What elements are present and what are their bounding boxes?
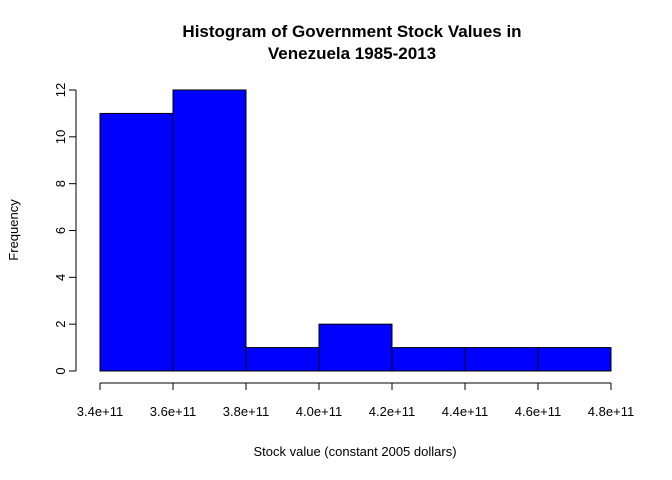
y-tick-label-2: 2 [53,321,68,328]
histogram-bar-6 [464,347,539,372]
y-tick-label-5: 8 [53,180,68,187]
x-tick-label-7: 4.6e+11 [515,404,561,419]
x-tick-label-2: 3.6e+11 [150,404,196,419]
y-axis: 0 2 4 6 8 10 12 [53,83,77,375]
chart-title-line-2: Venezuela 1985-2013 [268,44,436,63]
histogram-bar-7 [537,347,612,372]
x-tick-label-8: 4.8e+11 [588,404,634,419]
x-axis-label: Stock value (constant 2005 dollars) [253,444,456,459]
y-tick-label-1: 0 [53,367,68,374]
x-tick-label-3: 3.8e+11 [223,404,269,419]
histogram-bar-4 [318,323,393,372]
y-tick-label-6: 10 [53,130,68,144]
x-tick-label-5: 4.2e+11 [369,404,415,419]
x-tick-label-6: 4.4e+11 [442,404,488,419]
x-tick-label-1: 3.4e+11 [77,404,123,419]
histogram-bar-3 [245,347,320,372]
chart-title-line-1: Histogram of Government Stock Values in [182,22,521,41]
y-axis-label: Frequency [6,199,21,261]
x-tick-label-4: 4.0e+11 [296,404,342,419]
y-tick-label-4: 6 [53,227,68,234]
histogram-bar-2 [172,89,247,372]
histogram-bar-5 [391,347,466,372]
y-tick-label-3: 4 [53,274,68,281]
y-tick-label-7: 12 [53,83,68,97]
x-axis: 3.4e+11 3.6e+11 3.8e+11 4.0e+11 4.2e+11 4.4e+… [77,382,634,419]
bars-group [99,89,612,372]
histogram-bar-1 [99,112,174,372]
